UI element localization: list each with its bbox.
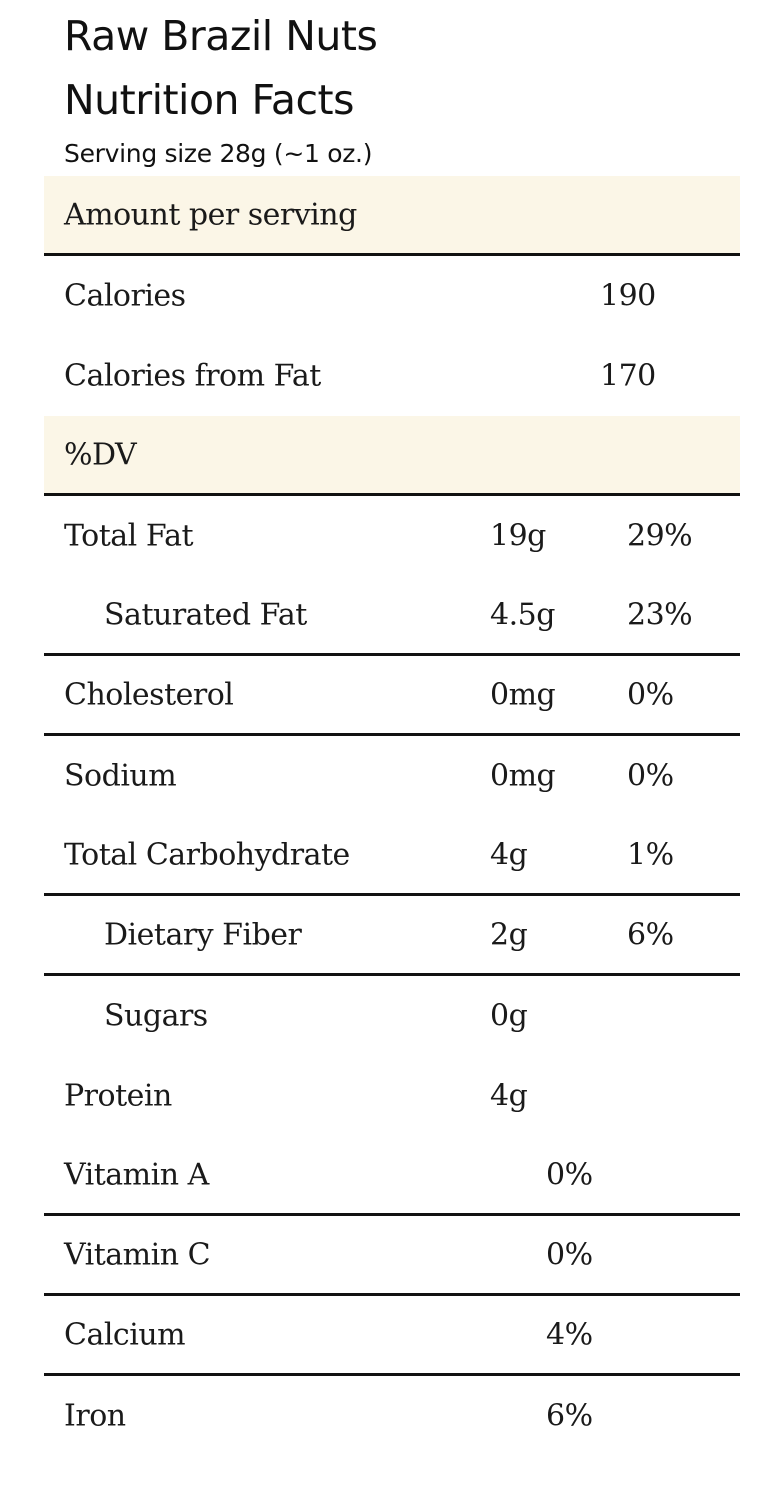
- vitamin-dv: 4%: [546, 1317, 593, 1352]
- nutrient-row: Sugars 0g: [44, 976, 740, 1056]
- nutrient-row: Total Carbohydrate 4g 1%: [44, 816, 740, 896]
- nutrient-row: Protein 4g: [44, 1056, 740, 1136]
- vitamin-name: Vitamin A: [64, 1157, 209, 1192]
- vitamin-row: Iron 6%: [44, 1376, 740, 1456]
- nutrient-amount: 0g: [490, 998, 528, 1034]
- nutrient-row: Saturated Fat 4.5g 23%: [44, 576, 740, 656]
- calories-label: Calories: [64, 278, 186, 314]
- vitamin-name: Iron: [64, 1398, 126, 1434]
- nutrient-dv: 23%: [627, 597, 693, 632]
- nutrient-dv: 29%: [627, 518, 693, 554]
- nutrient-amount: 0mg: [490, 677, 556, 712]
- calories-from-fat-value: 170: [600, 358, 656, 394]
- vitamin-dv: 0%: [546, 1157, 593, 1192]
- nutrient-amount: 4g: [490, 1078, 528, 1114]
- vitamin-name: Calcium: [64, 1317, 186, 1352]
- vitamin-row: Vitamin C 0%: [44, 1216, 740, 1296]
- vitamin-dv: 6%: [546, 1398, 593, 1434]
- vitamin-row: Vitamin A 0%: [44, 1136, 740, 1216]
- nutrient-row: Total Fat 19g 29%: [44, 496, 740, 576]
- percent-dv-row: %DV: [44, 416, 740, 496]
- label-title: Nutrition Facts: [64, 76, 354, 124]
- nutrient-amount: 0mg: [490, 758, 556, 794]
- nutrient-dv: 0%: [627, 677, 674, 712]
- calories-value: 190: [600, 278, 656, 314]
- nutrient-row: Sodium 0mg 0%: [44, 736, 740, 816]
- calories-from-fat-label: Calories from Fat: [64, 358, 321, 394]
- calories-row: Calories 190: [44, 256, 740, 336]
- nutrient-amount: 19g: [490, 518, 546, 554]
- nutrient-name: Total Carbohydrate: [64, 837, 350, 872]
- nutrient-dv: 6%: [627, 917, 674, 952]
- nutrient-name: Protein: [64, 1078, 172, 1114]
- nutrient-name: Saturated Fat: [104, 597, 307, 632]
- vitamin-row: Calcium 4%: [44, 1296, 740, 1376]
- serving-size: Serving size 28g (~1 oz.): [64, 139, 373, 168]
- nutrient-name: Sodium: [64, 758, 177, 794]
- nutrient-amount: 4g: [490, 837, 528, 872]
- nutrient-name: Cholesterol: [64, 677, 234, 712]
- nutrient-row: Dietary Fiber 2g 6%: [44, 896, 740, 976]
- nutrient-dv: 1%: [627, 837, 674, 872]
- calories-from-fat-row: Calories from Fat 170: [44, 336, 740, 416]
- nutrient-name: Dietary Fiber: [104, 917, 302, 952]
- nutrient-amount: 2g: [490, 917, 528, 952]
- amount-per-serving-label: Amount per serving: [64, 197, 357, 232]
- vitamin-dv: 0%: [546, 1237, 593, 1272]
- nutrient-amount: 4.5g: [490, 597, 555, 632]
- nutrient-dv: 0%: [627, 758, 674, 794]
- nutrient-name: Sugars: [104, 998, 208, 1034]
- vitamin-name: Vitamin C: [64, 1237, 211, 1272]
- amount-per-serving-row: Amount per serving: [44, 176, 740, 256]
- product-name: Raw Brazil Nuts: [64, 12, 378, 60]
- nutrition-label: Raw Brazil Nuts Nutrition Facts Serving …: [44, 0, 740, 1456]
- percent-dv-label: %DV: [64, 437, 137, 472]
- nutrient-name: Total Fat: [64, 518, 194, 554]
- nutrient-row: Cholesterol 0mg 0%: [44, 656, 740, 736]
